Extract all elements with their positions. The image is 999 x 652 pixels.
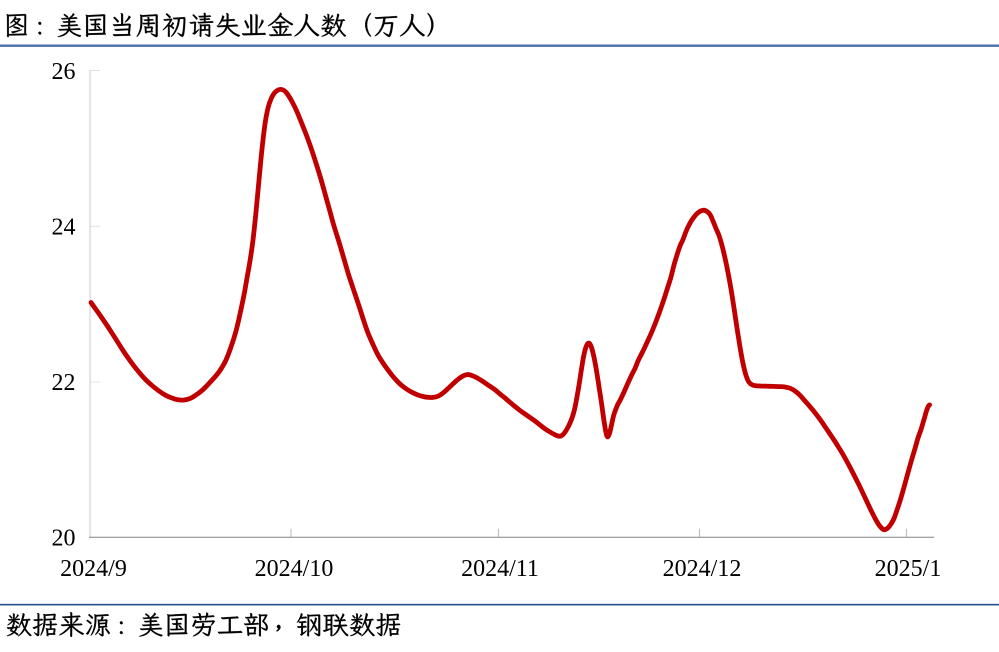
svg-text:26: 26 <box>52 59 76 85</box>
svg-text:2025/1: 2025/1 <box>875 556 942 582</box>
svg-text:2024/12: 2024/12 <box>663 556 742 582</box>
svg-text:2024/9: 2024/9 <box>60 556 127 582</box>
svg-text:24: 24 <box>52 215 76 241</box>
svg-text:22: 22 <box>52 370 76 396</box>
svg-text:2024/10: 2024/10 <box>255 556 334 582</box>
svg-text:20: 20 <box>52 526 76 552</box>
svg-text:2024/11: 2024/11 <box>461 556 539 582</box>
